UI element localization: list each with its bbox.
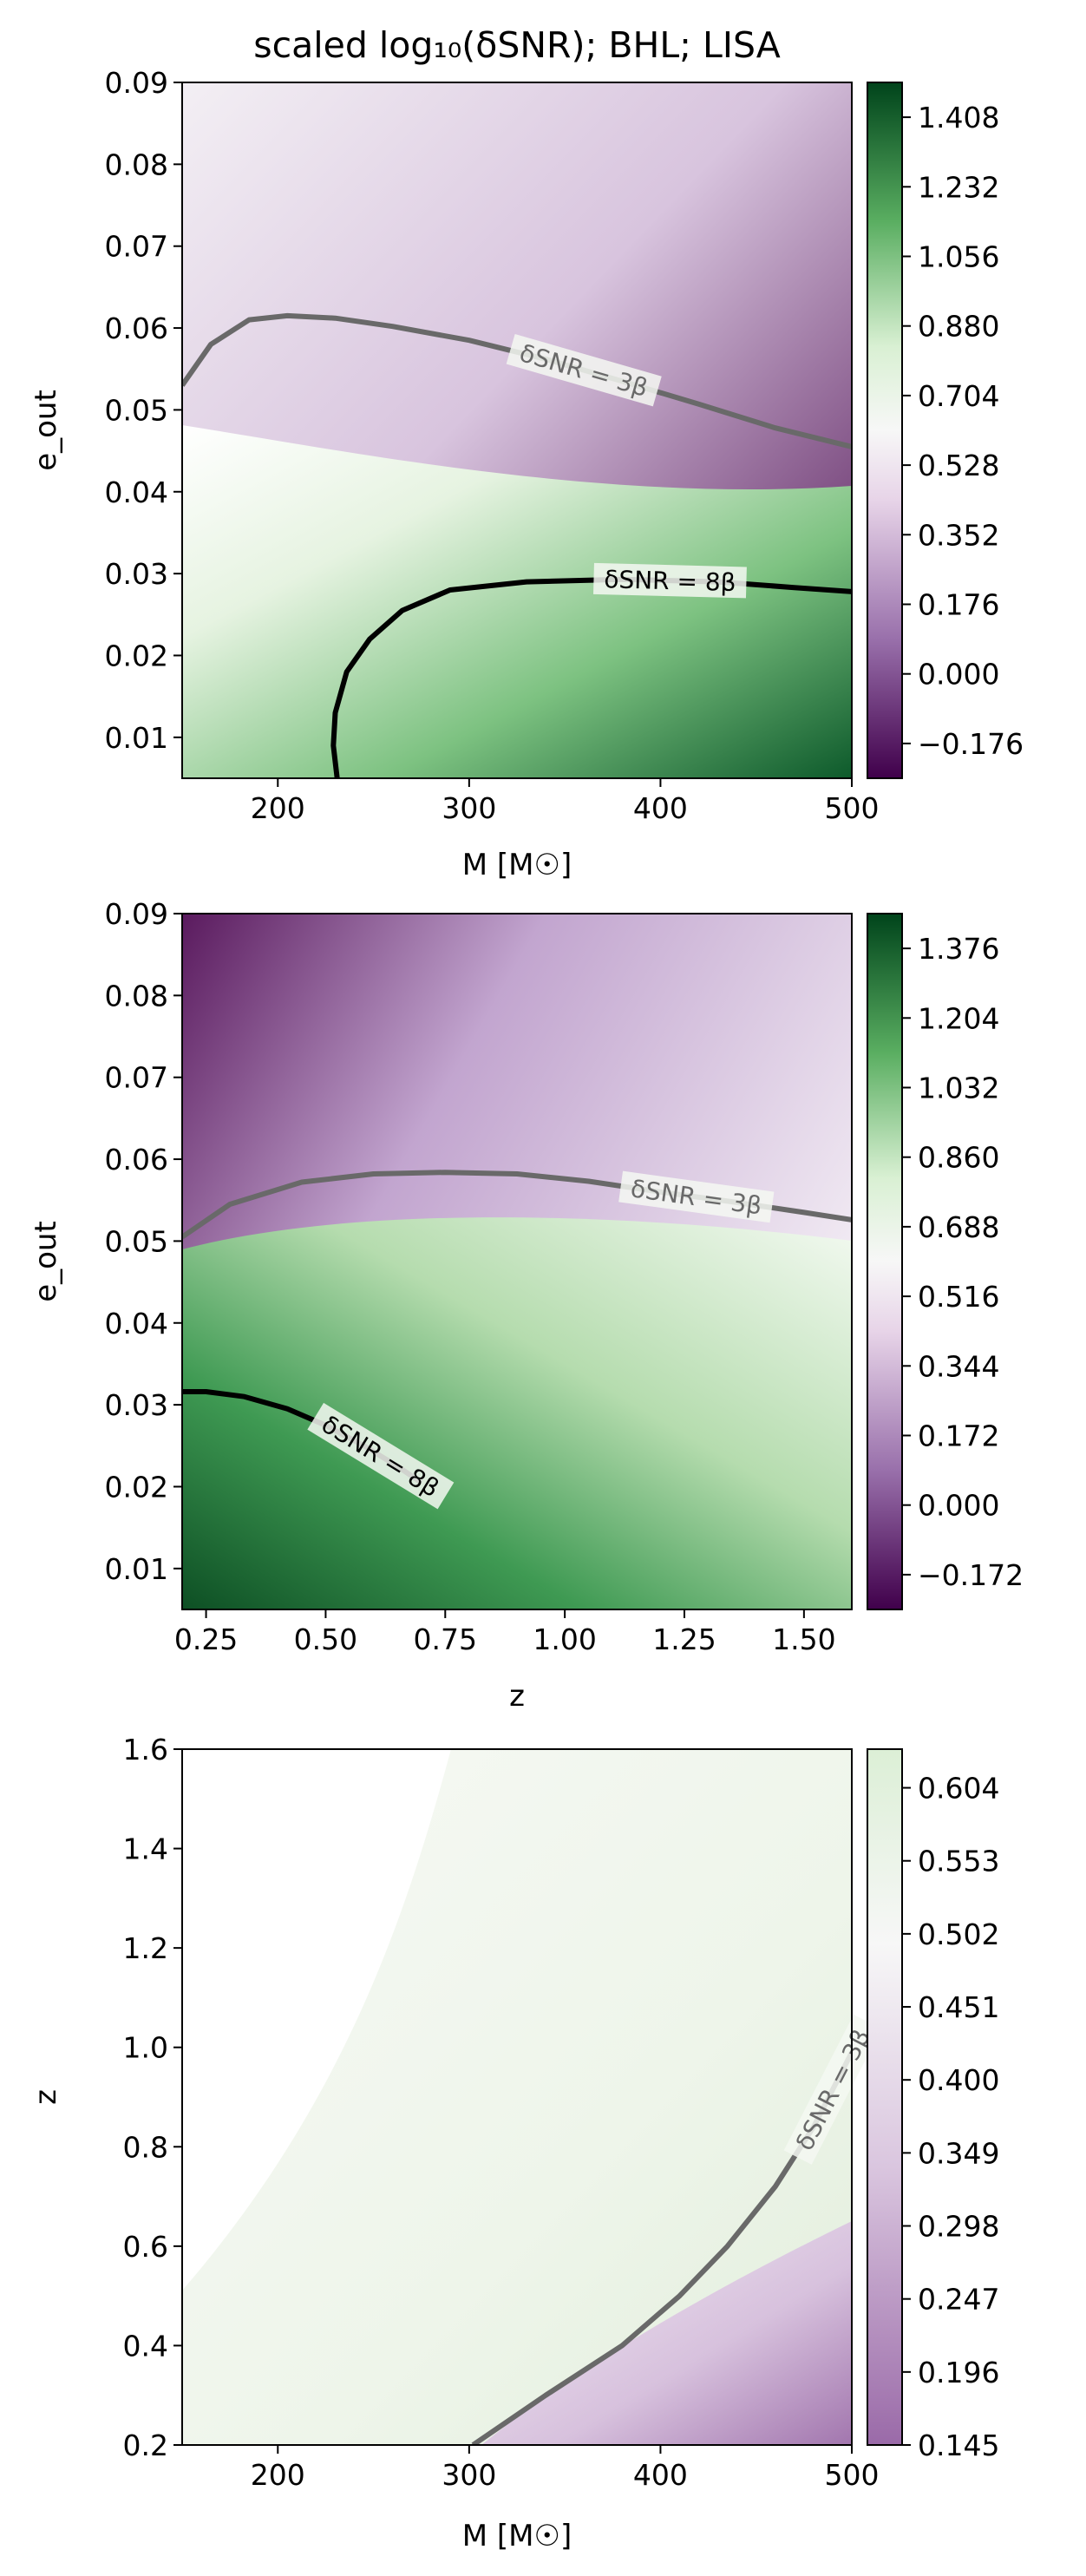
x-tick-label: 1.25 [652,1622,716,1656]
colorbar-tick-label: 0.604 [918,1772,999,1806]
y-axis-label: e_out [29,1221,63,1302]
y-tick-label: 0.8 [123,2130,168,2164]
colorbar-tick-label: 0.400 [918,2063,999,2097]
x-axis-label: z [509,1679,525,1714]
colorbar-tick-label: 1.376 [918,932,999,966]
x-axis-label: M [M☉] [462,848,572,882]
colorbar [867,82,903,779]
colorbar-tick-label: 1.408 [918,101,999,134]
colorbar-tick-label: 0.516 [918,1280,999,1314]
contour-label-bg [783,2014,882,2165]
x-tick-label: 0.25 [174,1622,238,1656]
heatmap-3-background [182,1749,852,2445]
y-tick-label: 0.08 [105,979,168,1013]
y-tick-label: 0.01 [105,1552,168,1586]
colorbar-tick-label: 1.032 [918,1072,999,1105]
colorbar-tick-label: 0.880 [918,310,999,344]
colorbar-tick-label: 0.528 [918,449,999,482]
x-tick-label: 400 [633,2458,688,2492]
y-tick-label: 0.2 [123,2429,168,2462]
contour-label-bg [618,1170,775,1223]
colorbar-tick-label: 1.232 [918,170,999,204]
colorbar-tick-label: 0.352 [918,518,999,552]
panel-mass-vs-z: δSNR = 3β 200 300 400 5000.20.40.60.81.01.2… [29,1733,999,2553]
y-tick-label: 0.01 [105,721,168,755]
y-tick-label: 0.08 [105,147,168,181]
colorbar [867,1748,903,2446]
colorbar-tick-label: 0.145 [918,2429,999,2462]
heatmap-2-background [182,914,852,1609]
y-tick-label: 0.09 [105,897,168,931]
x-axis-label: M [M☉] [462,2519,572,2553]
x-tick-label: 1.50 [772,1622,835,1656]
colorbar-tick-label: 0.860 [918,1141,999,1175]
x-tick-label: 300 [442,2458,496,2492]
y-tick-label: 0.06 [105,1143,168,1177]
colorbar-tick-label: 0.298 [918,2210,999,2244]
x-tick-label: 0.50 [294,1622,357,1656]
contour-label: δSNR = 8β [604,565,736,597]
plot-frame [181,913,853,1610]
contour-line [182,312,852,449]
y-tick-label: 0.03 [105,1388,168,1422]
contour-label-bg [506,333,662,407]
y-tick-label: 0.07 [105,230,168,264]
x-tick-label: 500 [825,791,880,825]
colorbar-tick-label: 0.688 [918,1210,999,1244]
x-tick-label: 1.00 [533,1622,596,1656]
colorbar-tick-label: 0.344 [918,1349,999,1383]
colorbar-tick-label: 0.000 [918,658,999,692]
colorbar-tick-label: 0.502 [918,1917,999,1951]
y-tick-label: 1.2 [123,1931,168,1965]
y-tick-label: 0.07 [105,1061,168,1095]
y-tick-label: 0.4 [123,2329,168,2363]
x-tick-label: 200 [251,2458,305,2492]
x-tick-label: 200 [251,791,305,825]
y-tick-label: 1.4 [123,1832,168,1866]
y-tick-label: 0.02 [105,1470,168,1504]
colorbar-tick-label: 0.349 [918,2136,999,2170]
y-tick-label: 0.02 [105,639,168,672]
colorbar [867,913,903,1610]
heatmap-1-background [182,82,852,778]
colorbar-tick-label: 0.176 [918,588,999,622]
x-tick-label: 500 [825,2458,880,2492]
contour-label-bg [593,562,747,599]
y-tick-label: 0.05 [105,393,168,427]
colorbar-tick-label: 0.000 [918,1489,999,1523]
colorbar-tick-label: 1.204 [918,1001,999,1035]
x-tick-label: 0.75 [414,1622,477,1656]
y-tick-label: 0.04 [105,475,168,509]
y-axis-label: e_out [29,390,63,471]
colorbar-tick-label: 0.451 [918,1990,999,2024]
y-tick-label: 1.0 [123,2031,168,2065]
colorbar-tick-label: 0.196 [918,2356,999,2389]
colorbar-tick-label: 0.247 [918,2283,999,2317]
y-tick-label: 0.03 [105,557,168,591]
colorbar-tick-label: 1.056 [918,240,999,274]
x-tick-label: 400 [633,791,688,825]
y-tick-label: 0.05 [105,1224,168,1258]
y-tick-label: 1.6 [123,1733,168,1766]
x-tick-label: 300 [442,791,496,825]
y-tick-label: 0.06 [105,311,168,345]
colorbar-tick-label: 0.704 [918,379,999,413]
colorbar-tick-label: 0.553 [918,1845,999,1878]
figure-title: scaled log₁₀(δSNR); BHL; LISA [253,24,781,66]
y-tick-label: 0.09 [105,66,168,100]
colorbar-tick-label: −0.172 [918,1558,1024,1592]
colorbar-tick-label: −0.176 [918,727,1024,761]
y-tick-label: 0.6 [123,2230,168,2264]
plot-frame [181,82,853,779]
y-axis-label: z [29,2089,63,2105]
contour-label-bg [307,1402,455,1510]
colorbar-tick-label: 0.172 [918,1419,999,1453]
plot-frame [181,1748,853,2446]
y-tick-label: 0.04 [105,1307,168,1340]
